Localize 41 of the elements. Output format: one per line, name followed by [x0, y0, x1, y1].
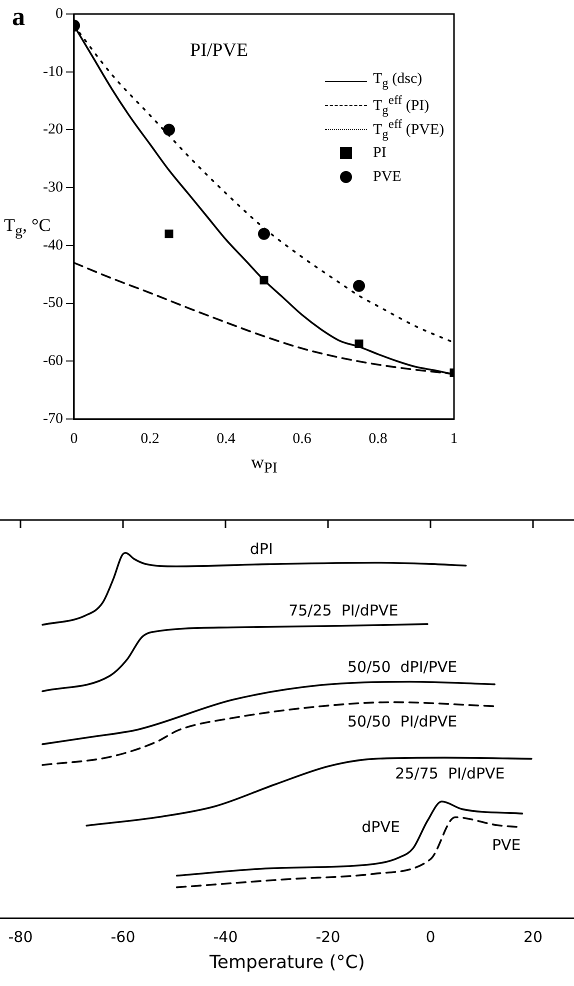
x-axis-title: w$_{PI}$: [250, 452, 278, 478]
x-tick-label: 1: [450, 430, 458, 447]
annotation: PI/PVE: [190, 40, 248, 62]
series-label: 50/50 dPI/PVE: [348, 658, 458, 676]
x-tick-label: -20: [316, 928, 340, 946]
series-label: 50/50 PI/dPVE: [348, 712, 458, 730]
y-tick-label: -30: [42, 180, 63, 196]
point: [162, 124, 175, 136]
x-tick-label: 0.4: [216, 430, 236, 447]
point: [258, 228, 270, 240]
x-axis-title: Temperature (°C): [210, 952, 365, 973]
y-tick-label: -10: [42, 64, 63, 80]
legend-label: T$_{g}$$^{eff}$ (PVE): [373, 116, 444, 142]
y-tick-label: -40: [42, 237, 63, 254]
series-label: PVE: [492, 836, 521, 854]
y-tick-label: -50: [42, 295, 63, 312]
series-label: 25/75 PI/dPVE: [395, 764, 505, 783]
x-tick-label: -80: [8, 928, 33, 946]
x-tick-label: -40: [213, 928, 238, 946]
legend-label: PVE: [373, 168, 402, 186]
x-tick-label: 0.2: [140, 430, 160, 447]
x-tick-label: 0: [426, 928, 436, 946]
y-tick-label: 0: [55, 6, 63, 22]
x-tick-label: 0.6: [292, 430, 312, 447]
y-tick-label: -60: [42, 353, 63, 370]
series-label: dPI: [250, 540, 273, 558]
text: a: [12, 2, 25, 32]
x-tick-label: 20: [523, 928, 543, 946]
series-label: dPVE: [362, 818, 400, 836]
series-label: 75/25 PI/dPVE: [288, 602, 398, 620]
y-axis-title: T$_{g}$, °C: [4, 215, 51, 240]
legend-label: T$_{g}$ (dsc): [373, 71, 422, 91]
point: [353, 280, 365, 292]
x-tick-label: 0: [70, 430, 78, 447]
x-tick-label: -60: [110, 928, 136, 946]
x-tick-label: 0.8: [368, 430, 388, 447]
legend-label: PI: [373, 144, 386, 162]
y-tick-label: -20: [42, 122, 63, 138]
y-tick-label: -70: [42, 410, 63, 427]
legend-label: T$_{g}$$^{eff}$ (PI): [373, 92, 430, 118]
point: [164, 230, 174, 238]
